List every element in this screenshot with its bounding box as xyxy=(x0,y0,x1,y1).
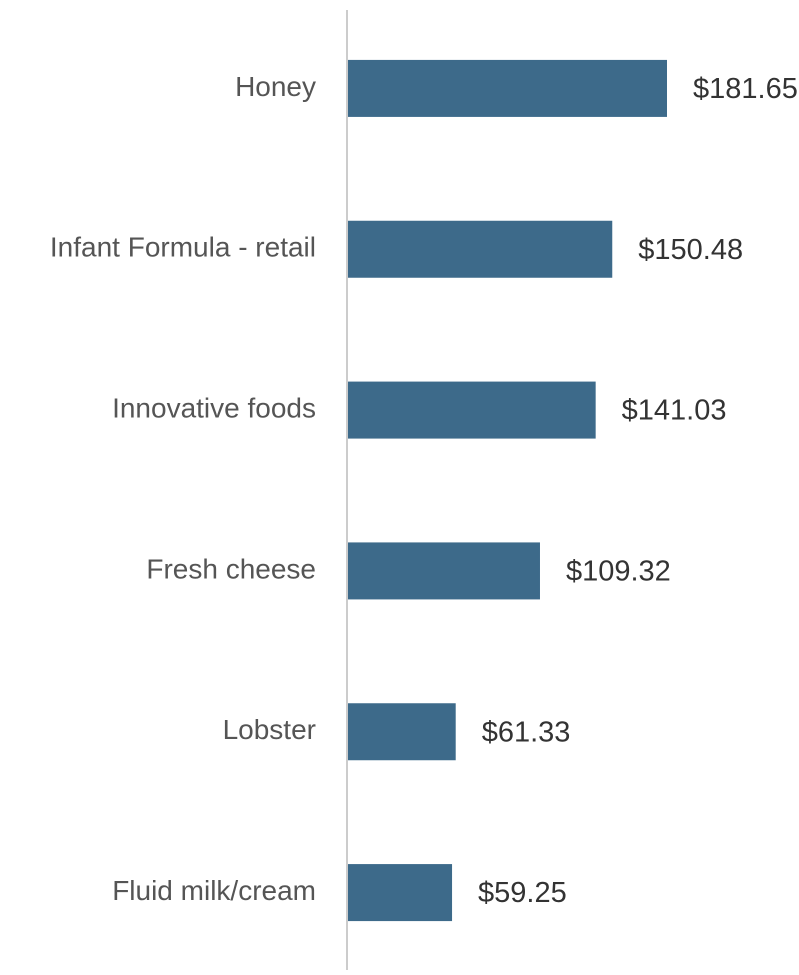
category-label: Infant Formula - retail xyxy=(50,232,316,263)
category-label: Fresh cheese xyxy=(146,553,316,584)
category-label: Innovative foods xyxy=(112,392,316,423)
category-label: Fluid milk/cream xyxy=(112,875,316,906)
value-label: $59.25 xyxy=(478,877,567,909)
bar xyxy=(348,703,456,761)
bar xyxy=(348,220,613,278)
value-label: $150.48 xyxy=(638,234,743,266)
category-label: Honey xyxy=(235,71,316,102)
bar xyxy=(348,381,596,439)
value-label: $181.65 xyxy=(693,73,798,105)
value-label: $109.32 xyxy=(566,556,671,588)
category-label: Lobster xyxy=(223,714,316,745)
value-label: $141.03 xyxy=(622,395,727,427)
value-label: $61.33 xyxy=(482,716,571,748)
bar xyxy=(348,542,540,600)
bar xyxy=(348,864,453,922)
bar xyxy=(348,59,667,117)
